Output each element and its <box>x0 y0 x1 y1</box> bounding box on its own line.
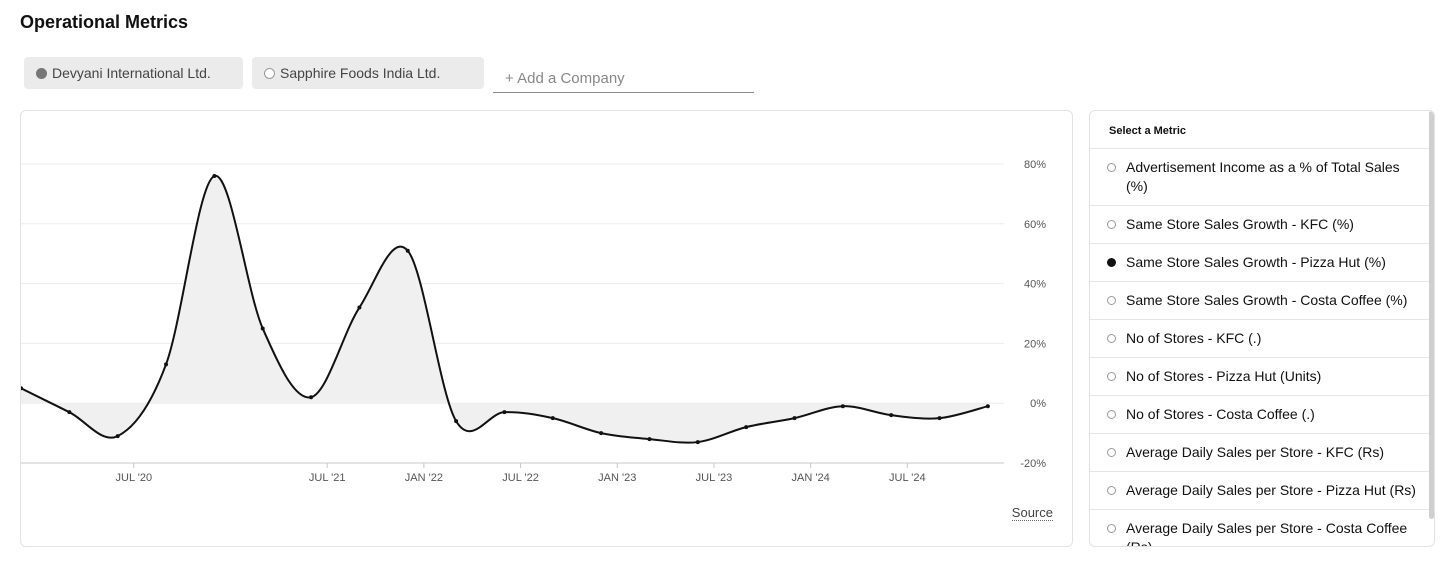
data-point <box>405 248 410 253</box>
line-chart: 80% 60% 40% 20% 0% -20% JUL '20 JUL '21 JAN '22 J… <box>21 159 1046 484</box>
metric-item[interactable]: Average Daily Sales per Store - Pizza Hu… <box>1090 471 1434 509</box>
metric-item-label: No of Stores - Pizza Hut (Units) <box>1126 368 1322 384</box>
radio-icon[interactable] <box>1107 448 1116 457</box>
metric-item[interactable]: Same Store Sales Growth - Costa Coffee (… <box>1090 281 1434 319</box>
source-link[interactable]: Source <box>1011 505 1053 521</box>
data-point <box>115 434 120 439</box>
data-point <box>889 413 894 418</box>
metric-item-label: Same Store Sales Growth - Pizza Hut (%) <box>1126 254 1386 270</box>
data-point <box>647 437 652 442</box>
radio-icon[interactable] <box>1107 372 1116 381</box>
page-title: Operational Metrics <box>20 12 189 32</box>
radio-icon[interactable] <box>1107 334 1116 343</box>
x-tick-label: JAN '23 <box>598 472 636 484</box>
metric-item-label: No of Stores - Costa Coffee (.) <box>1126 406 1315 422</box>
metric-item[interactable]: No of Stores - KFC (.) <box>1090 319 1434 357</box>
x-tick-label: JUL '21 <box>309 472 346 484</box>
metric-item[interactable]: No of Stores - Pizza Hut (Units) <box>1090 357 1434 395</box>
radio-icon[interactable] <box>1107 524 1116 533</box>
metric-item[interactable]: Same Store Sales Growth - KFC (%) <box>1090 205 1434 243</box>
metric-item[interactable]: No of Stores - Costa Coffee (.) <box>1090 395 1434 433</box>
data-point <box>309 395 314 400</box>
metric-item-label: No of Stores - KFC (.) <box>1126 330 1262 346</box>
metric-item[interactable]: Same Store Sales Growth - Pizza Hut (%) <box>1090 243 1434 281</box>
metric-item[interactable]: Average Daily Sales per Store - Costa Co… <box>1090 509 1434 547</box>
data-point <box>454 419 459 424</box>
radio-checked-icon[interactable] <box>1107 258 1116 267</box>
company-chip-devyani[interactable]: Devyani International Ltd. <box>24 57 243 89</box>
metric-panel-heading: Select a Metric <box>1109 125 1187 137</box>
data-point <box>840 404 845 409</box>
data-point <box>599 431 604 436</box>
company-chip-sapphire[interactable]: Sapphire Foods India Ltd. <box>252 57 484 89</box>
unselected-dot-icon <box>264 67 275 79</box>
y-tick-label: 40% <box>1024 279 1046 291</box>
metric-item-label: Same Store Sales Growth - KFC (%) <box>1126 216 1354 232</box>
data-point <box>164 362 169 367</box>
y-tick-label: 20% <box>1024 338 1046 350</box>
y-tick-label: 80% <box>1024 159 1046 171</box>
data-point <box>357 305 362 310</box>
company-chip-label: Sapphire Foods India Ltd. <box>280 65 441 81</box>
data-point <box>21 386 23 391</box>
data-point <box>260 326 265 331</box>
scrollbar[interactable] <box>1429 111 1434 519</box>
series-line <box>21 174 989 444</box>
add-company-input[interactable] <box>493 59 754 93</box>
metric-item-label: Advertisement Income as a % of Total Sal… <box>1126 159 1400 194</box>
radio-icon[interactable] <box>1107 486 1116 495</box>
x-tick-label: JAN '22 <box>405 472 443 484</box>
y-tick-label: 60% <box>1024 219 1046 231</box>
data-point <box>744 425 749 430</box>
radio-icon[interactable] <box>1107 410 1116 419</box>
area-fill <box>21 175 988 443</box>
y-tick-label: -20% <box>1020 458 1046 470</box>
metric-item-label: Average Daily Sales per Store - Pizza Hu… <box>1126 482 1416 498</box>
metric-item-label: Same Store Sales Growth - Costa Coffee (… <box>1126 292 1408 308</box>
data-point <box>695 440 700 445</box>
y-tick-label: 0% <box>1030 398 1046 410</box>
data-point <box>985 404 990 409</box>
x-tick-label: JUL '24 <box>889 472 926 484</box>
x-tick-label: JUL '23 <box>696 472 733 484</box>
metric-item[interactable]: Advertisement Income as a % of Total Sal… <box>1090 148 1434 205</box>
metric-panel: Select a Metric Advertisement Income as … <box>1089 110 1435 547</box>
metric-item-label: Average Daily Sales per Store - Costa Co… <box>1126 520 1408 547</box>
radio-icon[interactable] <box>1107 163 1116 172</box>
data-point <box>550 416 555 421</box>
metric-item-label: Average Daily Sales per Store - KFC (Rs) <box>1126 444 1385 460</box>
metric-list: Advertisement Income as a % of Total Sal… <box>1090 148 1434 547</box>
radio-icon[interactable] <box>1107 296 1116 305</box>
x-tick-label: JUL '20 <box>116 472 153 484</box>
radio-icon[interactable] <box>1107 220 1116 229</box>
chart-card: 80% 60% 40% 20% 0% -20% JUL '20 JUL '21 JAN '22 J… <box>20 110 1073 547</box>
data-point <box>937 416 942 421</box>
selected-dot-icon <box>36 67 47 79</box>
company-chip-label: Devyani International Ltd. <box>52 65 211 81</box>
x-tick-label: JAN '24 <box>792 472 830 484</box>
data-point <box>67 410 72 415</box>
data-point <box>502 410 507 415</box>
x-tick-label: JUL '22 <box>502 472 539 484</box>
data-point <box>212 173 217 178</box>
metric-item[interactable]: Average Daily Sales per Store - KFC (Rs) <box>1090 433 1434 471</box>
data-point <box>792 416 797 421</box>
